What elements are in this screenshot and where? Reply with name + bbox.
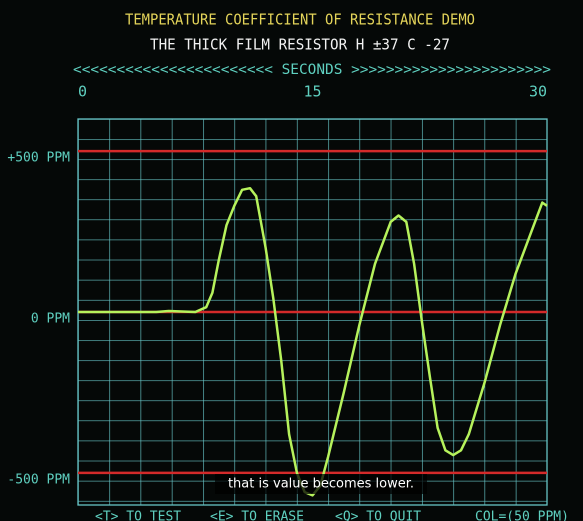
menu-item: <T> TO TEST bbox=[95, 510, 181, 521]
x-axis-label: <<<<<<<<<<<<<<<<<<<<<<< SECONDS >>>>>>>>… bbox=[73, 62, 551, 78]
y-tick-label: 0 PPM bbox=[31, 312, 70, 327]
chart-title: TEMPERATURE COEFFICIENT OF RESISTANCE DE… bbox=[125, 11, 475, 29]
x-tick-label: 15 bbox=[303, 83, 321, 101]
caption-background bbox=[215, 474, 427, 494]
data-line bbox=[78, 186, 548, 497]
caption: that is value becomes lower. bbox=[228, 477, 414, 492]
y-tick-label: +500 PPM bbox=[7, 151, 70, 166]
x-tick-label: 30 bbox=[529, 83, 547, 101]
y-tick-label: -500 PPM bbox=[7, 472, 70, 487]
menu-item: COL=(50 PPM) bbox=[475, 510, 569, 521]
x-tick-label: 0 bbox=[78, 83, 87, 101]
menu-item: <E> TO ERASE bbox=[210, 510, 304, 521]
menu-item: <Q> TO QUIT bbox=[335, 510, 421, 521]
chart-subtitle: THE THICK FILM RESISTOR H ±37 C -27 bbox=[150, 36, 450, 54]
